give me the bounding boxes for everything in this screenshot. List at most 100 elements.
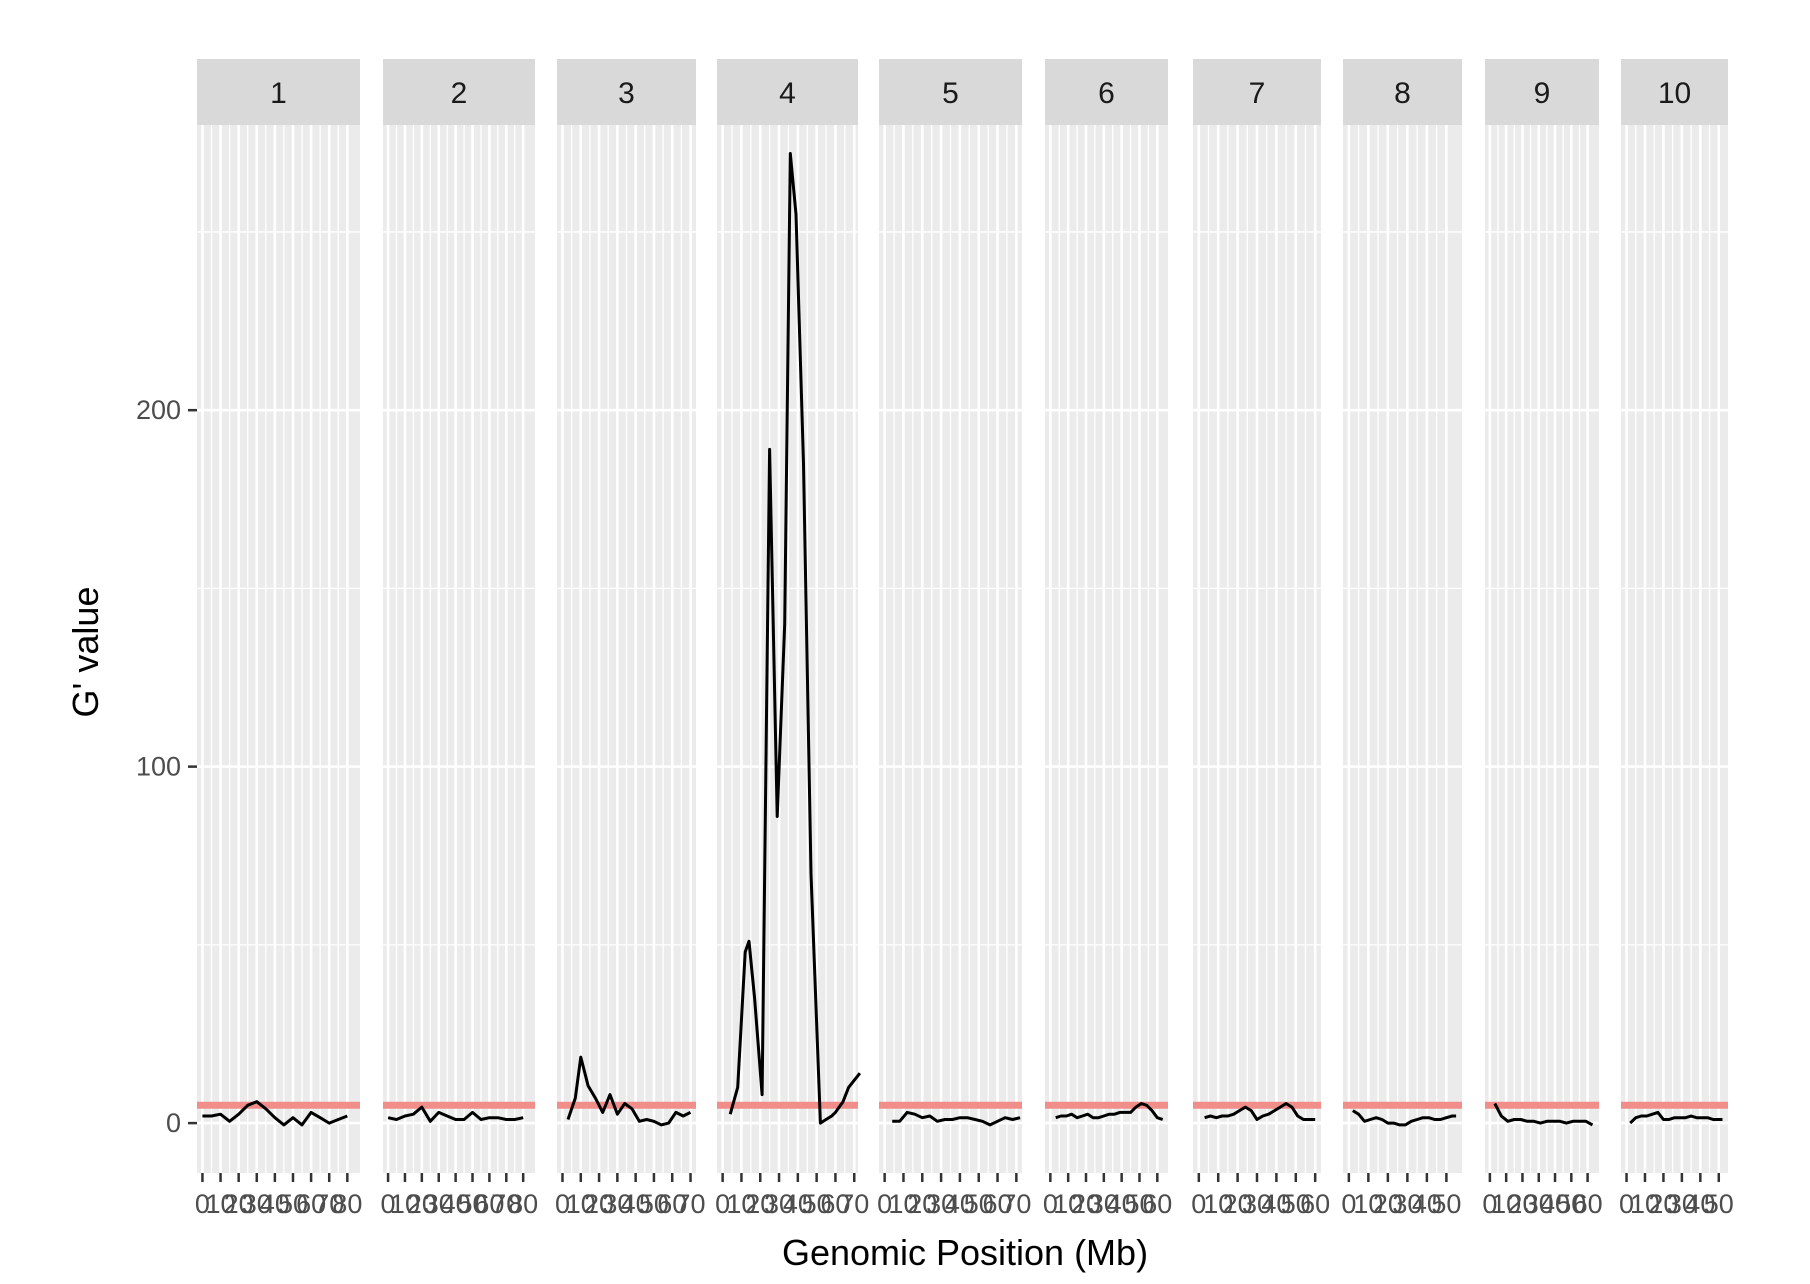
facet-strip-label: 2: [451, 77, 468, 110]
x-axis-tick-label: 50: [1124, 1189, 1154, 1219]
x-axis-tick-label: 40: [1685, 1189, 1715, 1219]
x-axis-tick-label: 20: [1648, 1189, 1678, 1219]
y-axis-title: G' value: [65, 587, 106, 718]
facet-strip: [383, 59, 535, 125]
x-axis-tick-label: 40: [1412, 1189, 1442, 1219]
facet-strip-label: 10: [1658, 77, 1691, 110]
x-axis-tick-label: 30: [1089, 1189, 1119, 1219]
x-axis-tick-label: 50: [1281, 1189, 1311, 1219]
x-axis-tick-label: 0: [1043, 1189, 1058, 1219]
x-axis-tick-label: 50: [278, 1189, 308, 1219]
x-axis-tick-label: 10: [206, 1189, 236, 1219]
x-axis-tick-label: 40: [945, 1189, 975, 1219]
x-axis-tick-label: 10: [1203, 1189, 1233, 1219]
facet-strip: [1621, 59, 1728, 125]
x-axis-tick-label: 60: [296, 1189, 326, 1219]
x-axis-title: Genomic Position (Mb): [782, 1232, 1148, 1273]
x-axis-tick-label: 50: [457, 1189, 487, 1219]
x-axis-tick-label: 70: [491, 1189, 521, 1219]
series-line: [202, 1100, 348, 1127]
panel-background: [1485, 125, 1599, 1173]
facet-strip: [879, 59, 1022, 125]
x-axis-tick-label: 10: [1353, 1189, 1383, 1219]
x-axis-tick-label: 20: [1071, 1189, 1101, 1219]
x-axis-tick-label: 40: [621, 1189, 651, 1219]
x-axis-tick-label: 10: [726, 1189, 756, 1219]
x-axis-tick-label: 60: [1300, 1189, 1330, 1219]
x-axis-tick-label: 60: [820, 1189, 850, 1219]
x-axis-tick-label: 10: [1630, 1189, 1660, 1219]
x-axis-tick-label: 0: [715, 1189, 730, 1219]
facet-strip-label: 1: [270, 77, 287, 110]
x-axis-tick-label: 50: [1556, 1189, 1586, 1219]
x-axis-tick-label: 30: [1524, 1189, 1554, 1219]
x-axis-tick-label: 0: [555, 1189, 570, 1219]
facet-strip-label: 8: [1394, 77, 1411, 110]
x-axis-tick-label: 0: [1619, 1189, 1634, 1219]
facet-strip-label: 7: [1249, 77, 1266, 110]
x-axis-tick-label: 60: [1573, 1189, 1603, 1219]
x-axis-tick-label: 20: [1373, 1189, 1403, 1219]
x-axis-tick-label: 70: [314, 1189, 344, 1219]
x-axis-tick-label: 30: [926, 1189, 956, 1219]
series-line: [1629, 1110, 1723, 1125]
x-axis-tick-label: 10: [888, 1189, 918, 1219]
facet-strip: [717, 59, 858, 125]
series-line: [566, 1055, 692, 1127]
panel-background: [1621, 125, 1728, 1173]
series-line: [1204, 1102, 1316, 1121]
y-axis-tick-label: 200: [136, 395, 181, 425]
x-axis-tick-label: 40: [1107, 1189, 1137, 1219]
panel-background: [197, 125, 360, 1173]
x-axis-tick-label: 40: [1540, 1189, 1570, 1219]
facet-panels: 1010203040506070802010203040506070803010…: [195, 59, 1734, 1219]
series-line: [387, 1105, 524, 1123]
series-line: [1352, 1109, 1457, 1127]
x-axis-tick-label: 20: [407, 1189, 437, 1219]
x-axis-tick-label: 20: [584, 1189, 614, 1219]
x-axis-tick-label: 30: [1242, 1189, 1272, 1219]
x-axis-tick-label: 20: [1223, 1189, 1253, 1219]
x-axis-tick-label: 50: [639, 1189, 669, 1219]
x-axis-tick-label: 10: [390, 1189, 420, 1219]
x-axis-tick-label: 0: [1191, 1189, 1206, 1219]
facet-strip: [197, 59, 360, 125]
x-axis-tick-label: 30: [242, 1189, 272, 1219]
x-axis-tick-label: 60: [1142, 1189, 1172, 1219]
x-axis-tick-label: 10: [566, 1189, 596, 1219]
x-axis-tick-label: 0: [195, 1189, 210, 1219]
panel-background: [383, 125, 535, 1173]
facet-strip: [1343, 59, 1462, 125]
facet-strip: [557, 59, 696, 125]
x-axis-tick-label: 30: [1392, 1189, 1422, 1219]
x-axis-tick-label: 20: [1507, 1189, 1537, 1219]
x-axis-tick-label: 60: [657, 1189, 687, 1219]
x-axis-tick-label: 60: [474, 1189, 504, 1219]
y-axis-tick-label: 0: [166, 1108, 181, 1138]
facet-strip-label: 6: [1098, 77, 1115, 110]
x-axis-tick-label: 40: [1261, 1189, 1291, 1219]
x-axis-tick-label: 70: [675, 1189, 705, 1219]
x-axis-tick-label: 80: [332, 1189, 362, 1219]
x-axis-tick-label: 0: [877, 1189, 892, 1219]
x-axis-tick-label: 10: [1491, 1189, 1521, 1219]
x-axis-tick-label: 30: [424, 1189, 454, 1219]
x-axis-tick-label: 20: [907, 1189, 937, 1219]
x-axis-tick-label: 50: [802, 1189, 832, 1219]
facet-strip: [1193, 59, 1321, 125]
x-axis-tick-label: 60: [983, 1189, 1013, 1219]
x-axis-tick-label: 20: [745, 1189, 775, 1219]
x-axis-tick-label: 70: [1001, 1189, 1031, 1219]
x-axis-tick-label: 10: [1053, 1189, 1083, 1219]
